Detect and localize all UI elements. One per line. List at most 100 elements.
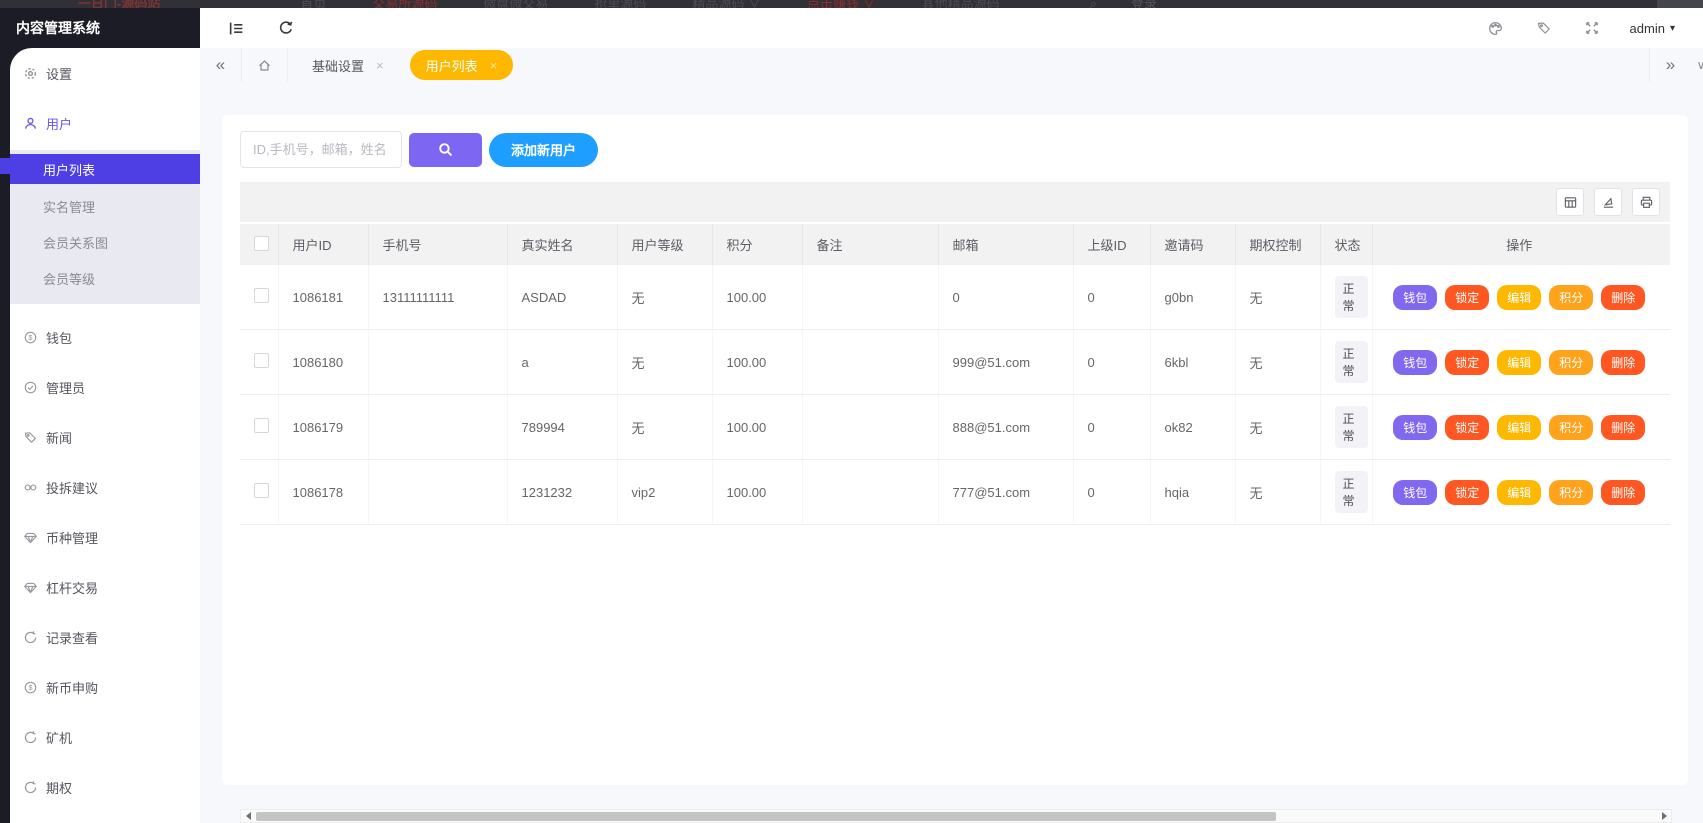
wallet-action-button[interactable]: 钱包	[1393, 479, 1438, 505]
strip-login-link[interactable]: 登录	[1130, 0, 1157, 8]
lock-action-button[interactable]: 锁定	[1445, 349, 1490, 375]
fullscreen-icon[interactable]	[1582, 18, 1602, 38]
close-icon[interactable]: ×	[376, 57, 384, 73]
delete-action-button[interactable]: 删除	[1601, 349, 1646, 375]
cell-real-name: a	[507, 329, 618, 395]
edit-action-button[interactable]: 编辑	[1497, 414, 1542, 440]
strip-nav-order[interactable]: 抢单源码	[594, 0, 647, 8]
strip-nav-home[interactable]: 首页	[300, 0, 327, 8]
strip-site-logo[interactable]: 一日门-源码站	[78, 0, 161, 8]
sidebar-item-wallet[interactable]: $ 钱包	[10, 312, 200, 362]
sidebar-item-coins[interactable]: 币种管理	[10, 512, 200, 562]
strip-nav-earn[interactable]: 点击赚钱 ∨	[807, 0, 876, 8]
sidebar-item-newcoin[interactable]: $ 新币申购	[10, 662, 200, 712]
col-option-control: 期权控制	[1235, 224, 1321, 265]
col-user-id: 用户ID	[278, 224, 369, 265]
sidebar-item-admins[interactable]: 管理员	[10, 362, 200, 412]
export-icon[interactable]	[1594, 188, 1622, 216]
row-checkbox[interactable]	[254, 418, 269, 433]
score-action-button[interactable]: 积分	[1549, 284, 1594, 310]
submenu-item-realname[interactable]: 实名管理	[43, 199, 96, 215]
strip-nav-premium[interactable]: 精品源码 ∨	[692, 0, 762, 8]
strip-search-icon[interactable]: ⌕	[1089, 0, 1097, 8]
strip-nav-other[interactable]: 其他精品源码	[921, 0, 1000, 8]
cell-email: 0	[938, 265, 1074, 330]
table-row: 1086178 1231232 vip2 100.00 777@51.com 0…	[240, 459, 1670, 525]
refresh-icon[interactable]	[276, 18, 296, 38]
row-checkbox[interactable]	[254, 288, 269, 303]
clipped-browser-header: 一日门-源码站 首页 交易所源码 微盘微交易 抢单源码 精品源码 ∨ 点击赚钱 …	[0, 0, 1703, 8]
strip-nav-exchange[interactable]: 交易所源码	[372, 0, 438, 8]
print-icon[interactable]	[1632, 188, 1660, 216]
submenu-item-relation-map[interactable]: 会员关系图	[43, 235, 109, 251]
score-action-button[interactable]: 积分	[1549, 414, 1594, 440]
scroll-left-arrow-icon[interactable]	[241, 810, 255, 822]
scroll-right-arrow-icon[interactable]	[1657, 810, 1671, 822]
cell-phone	[368, 394, 508, 460]
cell-option-control: 无	[1235, 459, 1321, 525]
edit-action-button[interactable]: 编辑	[1497, 349, 1542, 375]
sidebar-item-label: 矿机	[46, 730, 73, 746]
tab-user-list[interactable]: 用户列表 ×	[409, 50, 514, 80]
table-row: 1086181 13111111111 ASDAD 无 100.00 0 0 g…	[240, 265, 1670, 330]
username: admin	[1629, 20, 1665, 36]
cell-email: 999@51.com	[938, 329, 1074, 395]
row-checkbox[interactable]	[254, 483, 269, 498]
row-checkbox[interactable]	[254, 353, 269, 368]
submenu-item-member-level[interactable]: 会员等级	[43, 271, 96, 287]
add-user-button[interactable]: 添加新用户	[489, 132, 599, 167]
tag-icon[interactable]	[1534, 18, 1554, 38]
cell-parent-id: 0	[1073, 394, 1151, 460]
edit-action-button[interactable]: 编辑	[1497, 284, 1542, 310]
search-input[interactable]	[240, 131, 402, 168]
tabs-more-chevron-icon[interactable]: ∨	[1696, 58, 1703, 72]
tabs-scroll-left-icon[interactable]: «	[200, 48, 242, 82]
close-icon[interactable]: ×	[489, 57, 498, 73]
content-area: 添加新用户	[200, 82, 1703, 823]
cell-user-id: 1086180	[278, 329, 369, 395]
horizontal-scrollbar[interactable]	[240, 809, 1672, 823]
cell-email: 888@51.com	[938, 394, 1074, 460]
sidebar-item-records[interactable]: 记录查看	[10, 612, 200, 662]
wallet-action-button[interactable]: 钱包	[1393, 284, 1438, 310]
delete-action-button[interactable]: 删除	[1601, 284, 1646, 310]
search-button[interactable]	[409, 132, 482, 167]
cell-score: 100.00	[712, 459, 803, 525]
edit-action-button[interactable]: 编辑	[1497, 479, 1542, 505]
tabbar: « 基础设置 × 用户列表 × » ∨	[200, 48, 1703, 82]
scrollbar-thumb[interactable]	[256, 812, 1276, 821]
user-menu[interactable]: admin ▾	[1630, 21, 1675, 36]
tabs-scroll-right-icon[interactable]: »	[1649, 48, 1691, 82]
col-level: 用户等级	[617, 224, 713, 265]
submenu-item-user-list[interactable]: 用户列表	[10, 154, 200, 184]
sidebar-item-leverage[interactable]: 杠杆交易	[10, 562, 200, 612]
sidebar-item-miner[interactable]: 矿机	[10, 712, 200, 762]
cell-level: 无	[617, 265, 713, 330]
wallet-action-button[interactable]: 钱包	[1393, 414, 1438, 440]
sidebar-item-users[interactable]: 用户	[10, 98, 200, 148]
delete-action-button[interactable]: 删除	[1601, 479, 1646, 505]
columns-icon[interactable]	[1556, 188, 1584, 216]
select-all-checkbox[interactable]	[254, 235, 269, 251]
lock-action-button[interactable]: 锁定	[1445, 284, 1490, 310]
wallet-action-button[interactable]: 钱包	[1393, 349, 1438, 375]
active-menu-marker	[0, 158, 10, 174]
delete-action-button[interactable]: 删除	[1601, 414, 1646, 440]
score-action-button[interactable]: 积分	[1549, 349, 1594, 375]
collapse-icon[interactable]	[226, 18, 246, 38]
sidebar-item-feedback[interactable]: 投拆建议	[10, 462, 200, 512]
tab-basic-settings[interactable]: 基础设置 ×	[296, 56, 400, 75]
strip-nav-micro[interactable]: 微盘微交易	[483, 0, 549, 8]
sidebar: 内容管理系统 设置 用户 用户列表 实名管理 会员关系图 会员等级	[0, 8, 200, 823]
lock-action-button[interactable]: 锁定	[1445, 414, 1490, 440]
lock-action-button[interactable]: 锁定	[1445, 479, 1490, 505]
cell-email: 777@51.com	[938, 459, 1074, 525]
sidebar-item-news[interactable]: 新闻	[10, 412, 200, 462]
tab-label: 用户列表	[425, 58, 478, 74]
score-action-button[interactable]: 积分	[1549, 479, 1594, 505]
palette-icon[interactable]	[1486, 18, 1506, 38]
sidebar-item-settings[interactable]: 设置	[10, 48, 200, 98]
sidebar-item-options[interactable]: 期权	[10, 762, 200, 812]
home-tab-icon[interactable]	[242, 48, 288, 82]
svg-text:$: $	[28, 685, 32, 692]
